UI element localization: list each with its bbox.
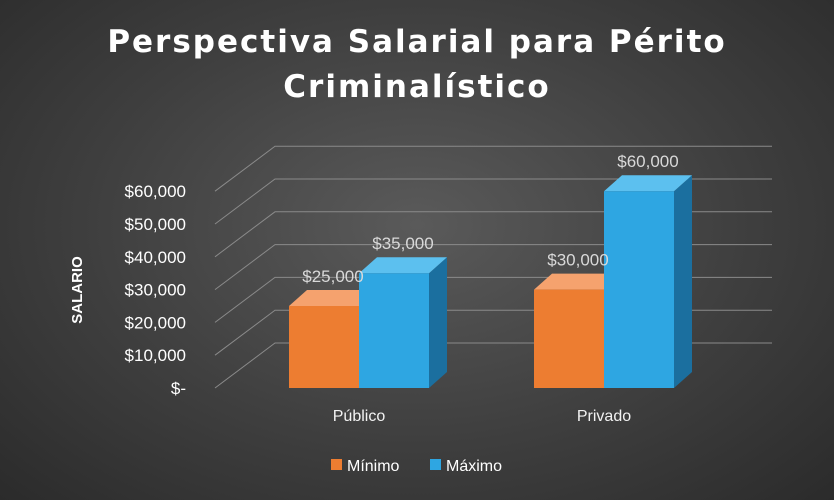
bar-side (429, 257, 447, 388)
y-tick-label: $40,000 (125, 248, 186, 267)
legend: Mínimo Máximo (331, 458, 502, 475)
bar-side (674, 175, 692, 388)
data-label: $60,000 (617, 152, 678, 171)
gridline-6 (214, 145, 772, 192)
chart-title-line-2: Criminalístico (283, 69, 550, 105)
data-labels: $25,000 $35,000 $30,000 $60,000 (302, 152, 678, 286)
legend-label-minimo: Mínimo (347, 458, 400, 475)
data-label: $30,000 (547, 251, 608, 270)
x-axis-ticks: Público Privado (333, 408, 631, 425)
legend-swatch-minimo (331, 459, 342, 470)
bar-Máximo-Público (359, 257, 447, 388)
legend-label-maximo: Máximo (446, 458, 502, 475)
bar-front (604, 191, 674, 388)
bar-top (359, 257, 447, 274)
y-axis-ticks: $- $10,000 $20,000 $30,000 $40,000 $50,000 $60… (125, 182, 186, 398)
y-axis-label: SALARIO (69, 256, 86, 324)
chart-title-line-1: Perspectiva Salarial para Périto (107, 24, 726, 60)
y-tick-label: $60,000 (125, 182, 186, 201)
y-tick-label: $30,000 (125, 281, 186, 300)
bar-top (534, 273, 622, 290)
x-tick-label: Público (333, 408, 386, 425)
y-tick-label: $10,000 (125, 346, 186, 365)
bar-front (289, 306, 359, 388)
gridlines (214, 145, 772, 389)
data-label: $35,000 (372, 234, 433, 253)
y-tick-label: $- (171, 379, 186, 398)
y-tick-label: $20,000 (125, 313, 186, 332)
gridline-5 (214, 178, 772, 225)
y-tick-label: $50,000 (125, 215, 186, 234)
bar-front (534, 289, 604, 388)
bar-front (359, 273, 429, 388)
legend-swatch-maximo (430, 459, 441, 470)
bars (289, 175, 692, 388)
chart-title: Perspectiva Salarial para Périto Crimina… (107, 24, 726, 105)
x-tick-label: Privado (577, 408, 631, 425)
bar-top (289, 290, 377, 306)
bar-Máximo-Privado (604, 175, 692, 388)
bar-top (604, 175, 692, 192)
data-label: $25,000 (302, 267, 363, 286)
